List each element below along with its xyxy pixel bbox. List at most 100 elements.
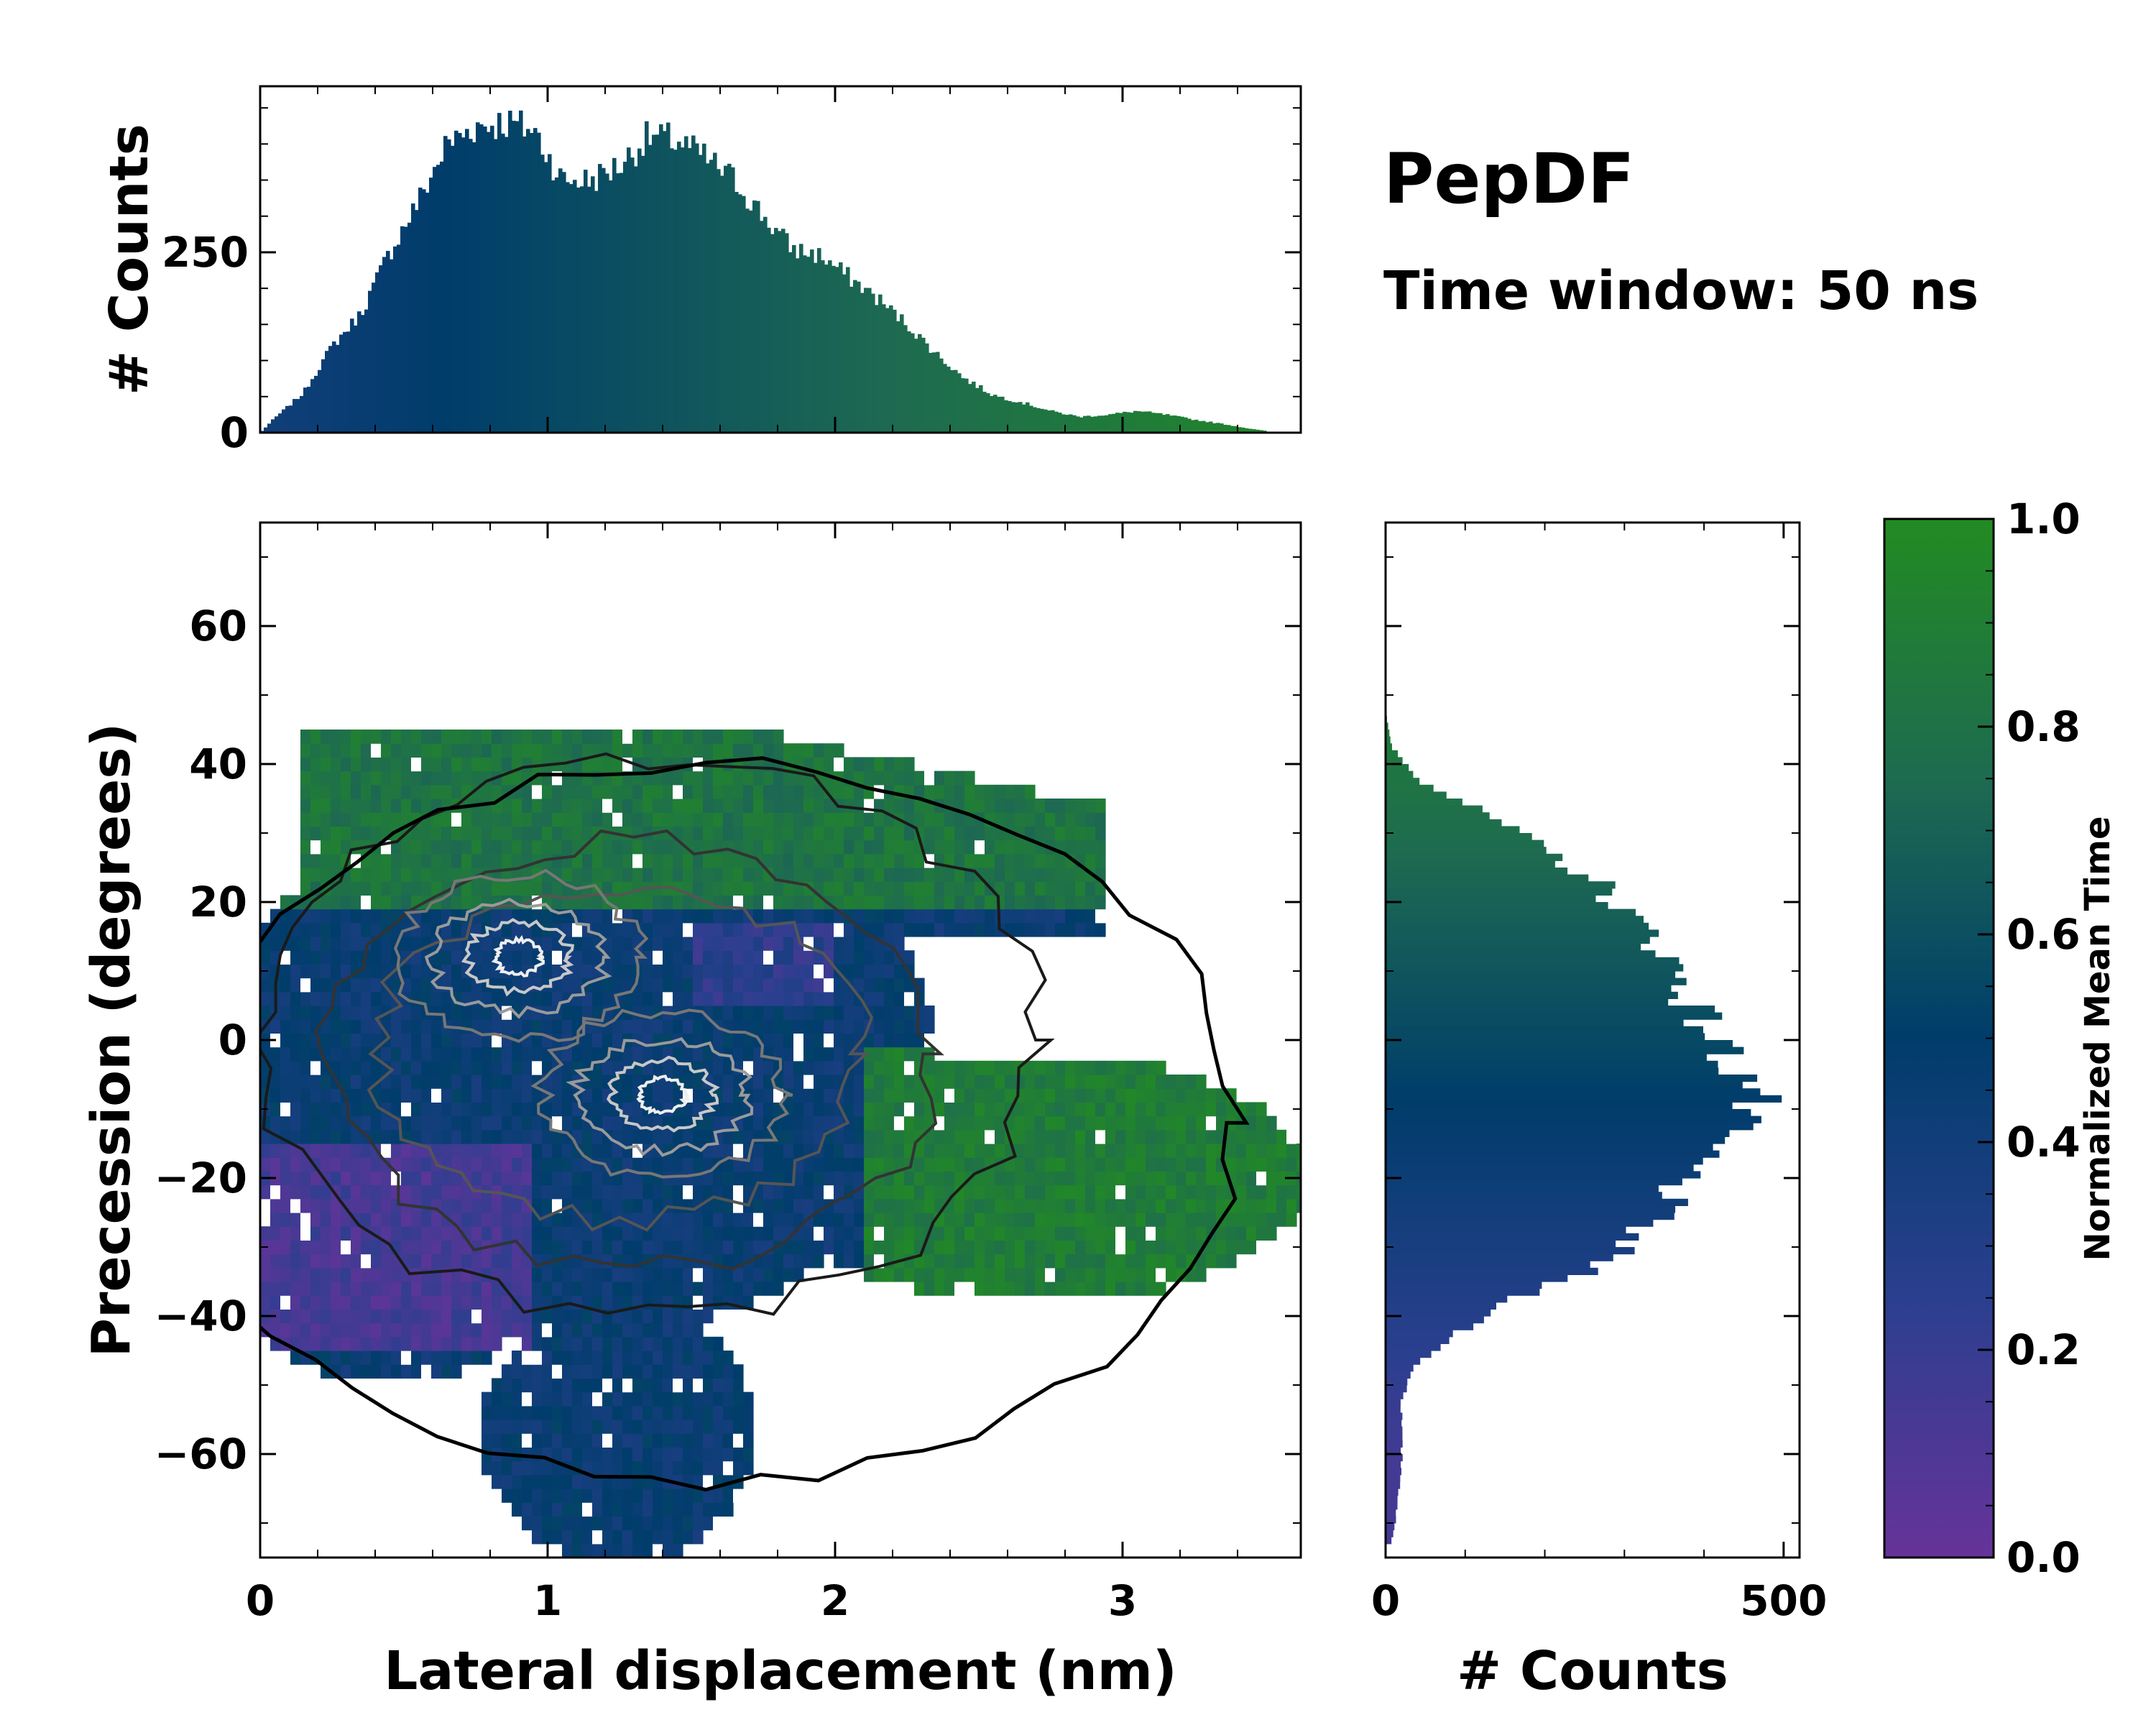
heatmap-cell xyxy=(1035,853,1046,868)
right-histogram-bar xyxy=(1386,736,1391,744)
right-histogram-bar xyxy=(1386,1178,1682,1186)
heatmap-cell xyxy=(280,1019,291,1034)
heatmap-cell xyxy=(451,978,462,993)
heatmap-cell xyxy=(763,1157,774,1172)
top-histogram-bar xyxy=(1040,408,1044,433)
colorbar-tick-label: 0.0 xyxy=(2007,1533,2081,1582)
right-histogram-bar xyxy=(1386,1385,1407,1393)
heatmap-cell xyxy=(1015,908,1026,924)
heatmap-cell xyxy=(854,770,865,786)
heatmap-cell xyxy=(663,1322,673,1338)
top-histogram-bar xyxy=(799,244,803,433)
heatmap-cell xyxy=(1065,1157,1076,1172)
heatmap-cell xyxy=(502,1184,512,1200)
heatmap-cell xyxy=(632,1046,643,1062)
heatmap-cell xyxy=(532,1433,543,1448)
heatmap-cell xyxy=(713,1516,724,1531)
heatmap-cell xyxy=(331,1267,341,1282)
heatmap-cell xyxy=(602,922,613,937)
heatmap-cell xyxy=(411,1267,422,1282)
heatmap-cell xyxy=(1095,1240,1106,1255)
heatmap-cell xyxy=(542,1322,553,1338)
heatmap-cell xyxy=(270,1019,281,1034)
heatmap-cell xyxy=(773,784,784,799)
heatmap-cell xyxy=(723,1282,734,1296)
heatmap-cell xyxy=(562,1116,573,1131)
heatmap-cell xyxy=(260,1254,271,1269)
heatmap-cell xyxy=(381,730,392,744)
heatmap-cell xyxy=(904,991,915,1006)
heatmap-cell xyxy=(612,1282,623,1296)
heatmap-cell xyxy=(1075,1088,1086,1103)
heatmap-cell xyxy=(592,1502,603,1517)
heatmap-cell xyxy=(1025,1240,1036,1255)
heatmap-cell xyxy=(280,1157,291,1172)
heatmap-cell xyxy=(401,1144,412,1158)
heatmap-cell xyxy=(602,1254,613,1269)
heatmap-cell xyxy=(1035,1129,1046,1144)
heatmap-cell xyxy=(411,1157,422,1172)
heatmap-cell xyxy=(552,1309,563,1324)
heatmap-cell xyxy=(783,853,794,868)
heatmap-cell xyxy=(411,1295,422,1310)
heatmap-cell xyxy=(733,730,744,744)
right-histogram-bar xyxy=(1386,1357,1421,1365)
heatmap-cell xyxy=(934,1116,945,1131)
heatmap-cell xyxy=(612,757,623,772)
heatmap-cell xyxy=(260,978,271,993)
top-histogram-bar xyxy=(623,162,627,433)
heatmap-cell xyxy=(391,1336,402,1351)
heatmap-cell xyxy=(1065,895,1076,910)
heatmap-cell xyxy=(1025,1198,1036,1213)
heatmap-cell xyxy=(713,1447,724,1462)
heatmap-cell xyxy=(572,1157,583,1172)
heatmap-cell xyxy=(854,868,865,882)
heatmap-cell xyxy=(653,991,663,1006)
heatmap-cell xyxy=(622,964,633,979)
heatmap-cell xyxy=(995,1226,1005,1241)
heatmap-cell xyxy=(934,881,945,896)
heatmap-cell xyxy=(612,1530,623,1545)
heatmap-cell xyxy=(341,964,351,979)
density-contour xyxy=(461,918,575,997)
heatmap-cell xyxy=(975,895,985,910)
top-histogram-bar xyxy=(627,147,631,433)
heatmap-cell xyxy=(482,881,492,896)
heatmap-cell xyxy=(653,1129,663,1144)
heatmap-cell xyxy=(1125,1184,1136,1200)
heatmap-cell xyxy=(562,1364,573,1379)
heatmap-cell xyxy=(552,1351,563,1365)
heatmap-cell xyxy=(1176,1102,1187,1117)
heatmap-cell xyxy=(954,1226,965,1241)
right-histogram-bar xyxy=(1386,1468,1401,1476)
heatmap-cell xyxy=(713,868,724,882)
heatmap-cell xyxy=(1186,1198,1197,1213)
heatmap-cell xyxy=(975,1282,985,1296)
heatmap-cell xyxy=(763,1213,774,1227)
heatmap-cell xyxy=(713,1060,724,1075)
heatmap-cell xyxy=(562,784,573,799)
right-histogram-bar xyxy=(1386,908,1636,916)
heatmap-cell xyxy=(492,1213,502,1227)
heatmap-cell xyxy=(310,1129,321,1144)
heatmap-cell xyxy=(914,868,925,882)
heatmap-cell xyxy=(321,937,331,951)
heatmap-cell xyxy=(310,799,321,813)
heatmap-cell xyxy=(331,730,341,744)
right-histogram-bar xyxy=(1386,1123,1754,1131)
heatmap-cell xyxy=(632,1460,643,1476)
heatmap-cell xyxy=(733,991,744,1006)
heatmap-cell xyxy=(310,1102,321,1117)
heatmap-cell xyxy=(622,868,633,882)
heatmap-cell xyxy=(1085,1213,1096,1227)
heatmap-cell xyxy=(1085,1144,1096,1158)
heatmap-cell xyxy=(441,1171,452,1186)
heatmap-cell xyxy=(562,1378,573,1393)
top-histogram-bar xyxy=(663,131,667,433)
heatmap-cell xyxy=(874,1226,885,1241)
right-histogram-xlabel: # Counts xyxy=(1457,1640,1728,1702)
heatmap-cell xyxy=(492,1019,502,1034)
heatmap-cell xyxy=(280,1116,291,1131)
heatmap-cell xyxy=(793,1046,804,1062)
top-histogram-bar xyxy=(1191,420,1195,433)
